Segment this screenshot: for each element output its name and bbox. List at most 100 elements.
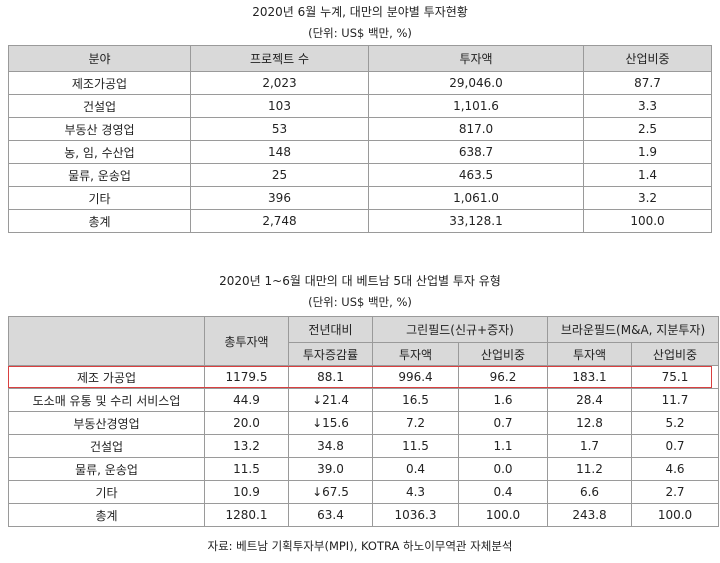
table2-cell: 4.6 — [631, 457, 719, 481]
table1-cell: 농, 임, 수산업 — [8, 140, 191, 164]
table1-cell: 부동산 경영업 — [8, 117, 191, 141]
table1-cell: 2,023 — [190, 71, 369, 95]
table2-cell: 총계 — [8, 503, 205, 527]
table1-cell: 148 — [190, 140, 369, 164]
table2-cell: 물류, 운송업 — [8, 457, 205, 481]
table2-cell: 12.8 — [547, 411, 632, 435]
table2-cell: ↓67.5 — [288, 480, 373, 504]
table2-brownfield-header: 브라운필드(M&A, 지분투자) — [547, 316, 719, 343]
table1-cell: 396 — [190, 186, 369, 210]
table2-cell: 11.7 — [631, 388, 719, 412]
table2-cell: 0.7 — [631, 434, 719, 458]
table1-cell: 제조가공업 — [8, 71, 191, 95]
table2-cell: 20.0 — [204, 411, 289, 435]
table1-cell: 3.3 — [583, 94, 712, 118]
table2-cell: 63.4 — [288, 503, 373, 527]
table2-cell: 0.7 — [458, 411, 548, 435]
table2-row: 총계 1280.1 63.4 1036.3 100.0 243.8 100.0 — [8, 503, 719, 527]
table2-cell: 0.4 — [372, 457, 459, 481]
table2-cell: 0.4 — [458, 480, 548, 504]
table2-cell: 100.0 — [631, 503, 719, 527]
table2-cell: 44.9 — [204, 388, 289, 412]
table2-yoy-header-line1: 전년대비 — [288, 316, 373, 343]
table2-row-highlighted: 제조 가공업 1179.5 88.1 996.4 96.2 183.1 75.1 — [8, 365, 719, 389]
table2-cell: 1.6 — [458, 388, 548, 412]
table2-cell: 28.4 — [547, 388, 632, 412]
table1-cell: 817.0 — [368, 117, 584, 141]
table2-cell: 100.0 — [458, 503, 548, 527]
table2-cell: ↓21.4 — [288, 388, 373, 412]
table1-cell: 2,748 — [190, 209, 369, 233]
table1-row: 기타 396 1,061.0 3.2 — [8, 186, 712, 210]
table2-cell: 1.7 — [547, 434, 632, 458]
table1-header-cell: 분야 — [8, 45, 191, 72]
table1-cell: 1,101.6 — [368, 94, 584, 118]
table1-cell: 33,128.1 — [368, 209, 584, 233]
table2-cell: 243.8 — [547, 503, 632, 527]
table1-cell: 638.7 — [368, 140, 584, 164]
table2-cell: 2.7 — [631, 480, 719, 504]
table1-cell: 29,046.0 — [368, 71, 584, 95]
table1-cell: 건설업 — [8, 94, 191, 118]
table2-cell: 0.0 — [458, 457, 548, 481]
table2-unit: (단위: US$ 백만, %) — [308, 295, 412, 309]
table1-row: 물류, 운송업 25 463.5 1.4 — [8, 163, 712, 187]
table1-cell: 103 — [190, 94, 369, 118]
table1-row: 농, 임, 수산업 148 638.7 1.9 — [8, 140, 712, 164]
table2-cell: 1.1 — [458, 434, 548, 458]
table2-subheader-row: 투자증감률 투자액 산업비중 투자액 산업비중 — [9, 342, 719, 366]
table2-cell: 34.8 — [288, 434, 373, 458]
table2-green-share-header: 산업비중 — [458, 342, 548, 366]
table2-title: 2020년 1~6월 대만의 대 베트남 5대 산업별 투자 유형 — [219, 274, 501, 288]
table2-cell: 39.0 — [288, 457, 373, 481]
table2-cell: 7.2 — [372, 411, 459, 435]
table1-cell: 3.2 — [583, 186, 712, 210]
table1-row: 건설업 103 1,101.6 3.3 — [8, 94, 712, 118]
table2-cell: 183.1 — [547, 365, 632, 389]
table1-cell: 87.7 — [583, 71, 712, 95]
table1-header-cell: 산업비중 — [583, 45, 712, 72]
table2-cell: 1036.3 — [372, 503, 459, 527]
table2-cell: 5.2 — [631, 411, 719, 435]
table2-cell: 996.4 — [372, 365, 459, 389]
table2-cell: 96.2 — [458, 365, 548, 389]
table2-cell: 기타 — [8, 480, 205, 504]
table2-row: 부동산경영업 20.0 ↓15.6 7.2 0.7 12.8 5.2 — [8, 411, 719, 435]
taiwan-investment-by-sector-table: 분야 프로젝트 수 투자액 산업비중 제조가공업 2,023 29,046.0 87.… — [8, 45, 712, 233]
table2-brown-amount-header: 투자액 — [547, 342, 632, 366]
table1-cell: 463.5 — [368, 163, 584, 187]
table2-greenfield-header: 그린필드(신규+증자) — [372, 316, 548, 343]
table2-cell: 11.5 — [204, 457, 289, 481]
table2-cell: 88.1 — [288, 365, 373, 389]
table1-header-cell: 투자액 — [368, 45, 584, 72]
table2-cell: 1179.5 — [204, 365, 289, 389]
table2-cell: 13.2 — [204, 434, 289, 458]
table2-green-amount-header: 투자액 — [372, 342, 459, 366]
table1-cell: 53 — [190, 117, 369, 141]
table2-cell: 1280.1 — [204, 503, 289, 527]
table2-cell: 4.3 — [372, 480, 459, 504]
table1-title: 2020년 6월 누계, 대만의 분야별 투자현황 — [252, 5, 468, 19]
table1-cell: 1,061.0 — [368, 186, 584, 210]
table2-cell: 10.9 — [204, 480, 289, 504]
table2-cell: 부동산경영업 — [8, 411, 205, 435]
table1-cell: 기타 — [8, 186, 191, 210]
table2-sector-header — [8, 316, 205, 366]
table2-row: 건설업 13.2 34.8 11.5 1.1 1.7 0.7 — [8, 434, 719, 458]
table1-cell: 25 — [190, 163, 369, 187]
source-footnote: 자료: 베트남 기획투자부(MPI), KOTRA 하노이무역관 자체분석 — [207, 539, 513, 553]
table2-header-row: 총투자액 전년대비 그린필드(신규+증자) 브라운필드(M&A, 지분투자) — [8, 316, 719, 366]
table2-cell: 건설업 — [8, 434, 205, 458]
table1-row: 부동산 경영업 53 817.0 2.5 — [8, 117, 712, 141]
table1-row: 제조가공업 2,023 29,046.0 87.7 — [8, 71, 712, 95]
table2-brown-share-header: 산업비중 — [631, 342, 719, 366]
table2-cell: 6.6 — [547, 480, 632, 504]
table1-header-row: 분야 프로젝트 수 투자액 산업비중 — [8, 45, 712, 72]
table2-cell: 16.5 — [372, 388, 459, 412]
table1-cell: 총계 — [8, 209, 191, 233]
table2-total-header: 총투자액 — [204, 316, 289, 366]
table2-cell: 11.2 — [547, 457, 632, 481]
table2-cell: 11.5 — [372, 434, 459, 458]
table1-cell: 1.9 — [583, 140, 712, 164]
